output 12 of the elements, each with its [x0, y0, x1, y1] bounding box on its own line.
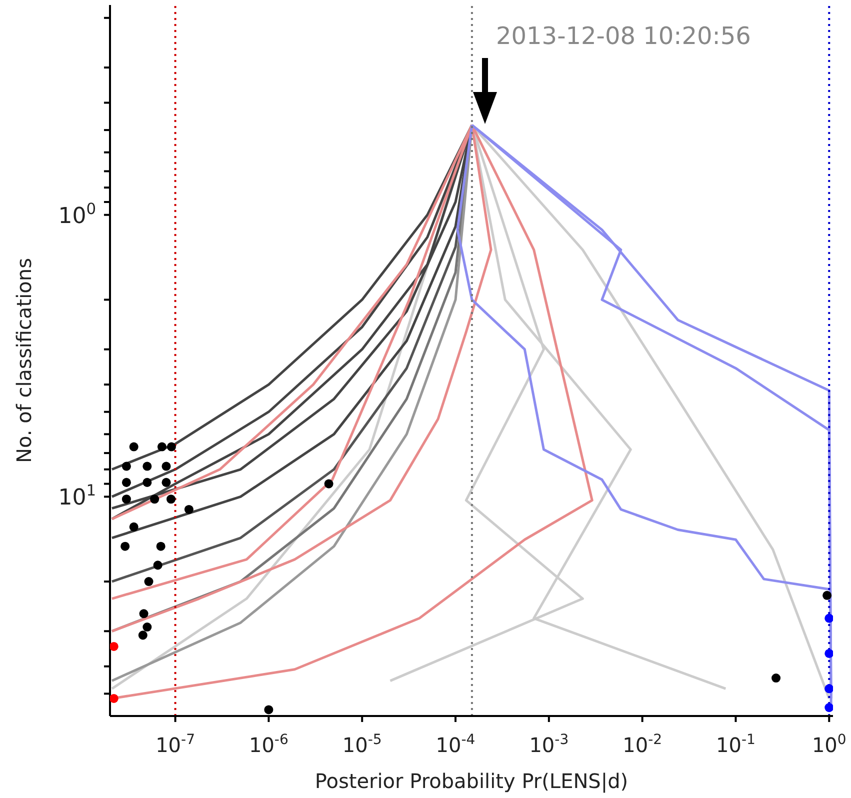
- y-axis-title: No. of classifications: [12, 258, 36, 463]
- x-axis-title: Posterior Probability Pr(LENS|d): [314, 769, 628, 793]
- x-tick-label: 10$^{-4}$: [436, 732, 476, 757]
- y-tick-label: 10$^{1}$: [58, 482, 96, 511]
- x-tick-label: 10$^{-6}$: [248, 732, 288, 757]
- x-tick-label: 10$^{0}$: [812, 732, 846, 757]
- x-tick-label: 10$^{-3}$: [529, 732, 569, 757]
- x-tick-label: 10$^{-2}$: [622, 732, 662, 757]
- annotation: 2013-12-08 10:20:56: [496, 22, 751, 50]
- x-tick-label: 10$^{-1}$: [716, 732, 756, 757]
- x-tick-label: 10$^{-7}$: [156, 732, 195, 757]
- x-tick-label: 10$^{-5}$: [342, 732, 382, 757]
